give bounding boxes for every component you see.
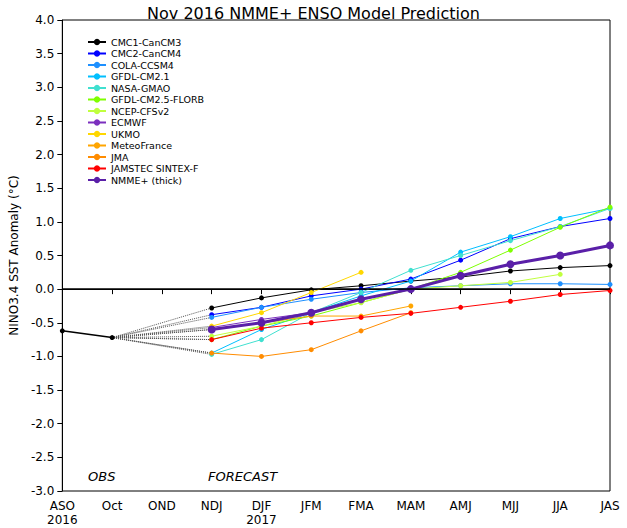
svg-text:GFDL-CM2.5-FLORB: GFDL-CM2.5-FLORB	[111, 94, 204, 105]
svg-text:NCEP-CFSv2: NCEP-CFSv2	[111, 106, 169, 117]
svg-text:MJJ: MJJ	[502, 499, 519, 513]
svg-text:1.0: 1.0	[35, 215, 54, 229]
svg-text:-3.0: -3.0	[31, 484, 54, 498]
svg-text:OBS: OBS	[88, 469, 115, 484]
svg-text:-1.5: -1.5	[31, 383, 54, 397]
svg-text:2016: 2016	[47, 513, 78, 527]
svg-text:3.5: 3.5	[35, 47, 54, 61]
svg-text:NMME+ (thick): NMME+ (thick)	[111, 175, 182, 186]
svg-text:1.5: 1.5	[35, 181, 54, 195]
svg-text:UKMO: UKMO	[111, 129, 140, 140]
svg-text:GFDL-CM2.1: GFDL-CM2.1	[111, 71, 170, 82]
svg-text:JFM: JFM	[300, 499, 322, 513]
svg-text:-0.5: -0.5	[31, 316, 54, 330]
svg-text:AMJ: AMJ	[450, 499, 472, 513]
svg-text:JAS: JAS	[599, 499, 619, 513]
svg-text:-1.0: -1.0	[31, 349, 54, 363]
svg-text:0.5: 0.5	[35, 249, 54, 263]
svg-text:ECMWF: ECMWF	[111, 117, 147, 128]
svg-text:COLA-CCSM4: COLA-CCSM4	[111, 60, 174, 71]
svg-text:Oct: Oct	[102, 499, 123, 513]
svg-text:NASA-GMAO: NASA-GMAO	[111, 83, 170, 94]
svg-text:DJF: DJF	[252, 499, 272, 513]
svg-text:ASO: ASO	[50, 499, 75, 513]
svg-text:Nov 2016 NMME+ ENSO Model Pred: Nov 2016 NMME+ ENSO Model Prediction	[147, 4, 480, 23]
svg-text:4.0: 4.0	[35, 13, 54, 27]
svg-text:MeteoFrance: MeteoFrance	[111, 140, 172, 151]
svg-text:0.0: 0.0	[35, 282, 54, 296]
svg-text:FMA: FMA	[348, 499, 374, 513]
svg-text:3.0: 3.0	[35, 80, 54, 94]
svg-text:JMA: JMA	[110, 152, 129, 163]
svg-text:JJA: JJA	[552, 499, 569, 513]
svg-text:FORECAST: FORECAST	[208, 469, 278, 484]
svg-text:CMC1-CanCM3: CMC1-CanCM3	[111, 37, 181, 48]
svg-text:CMC2-CanCM4: CMC2-CanCM4	[111, 48, 181, 59]
svg-text:OND: OND	[148, 499, 176, 513]
svg-text:NINO3.4 SST Anomaly (°C): NINO3.4 SST Anomaly (°C)	[7, 175, 21, 335]
svg-text:NDJ: NDJ	[201, 499, 223, 513]
svg-text:MAM: MAM	[396, 499, 425, 513]
svg-text:2.5: 2.5	[35, 114, 54, 128]
svg-text:2.0: 2.0	[35, 148, 54, 162]
svg-text:-2.0: -2.0	[31, 417, 54, 431]
svg-text:JAMSTEC SINTEX-F: JAMSTEC SINTEX-F	[110, 163, 199, 174]
svg-text:2017: 2017	[246, 513, 277, 527]
svg-text:-2.5: -2.5	[31, 450, 54, 464]
